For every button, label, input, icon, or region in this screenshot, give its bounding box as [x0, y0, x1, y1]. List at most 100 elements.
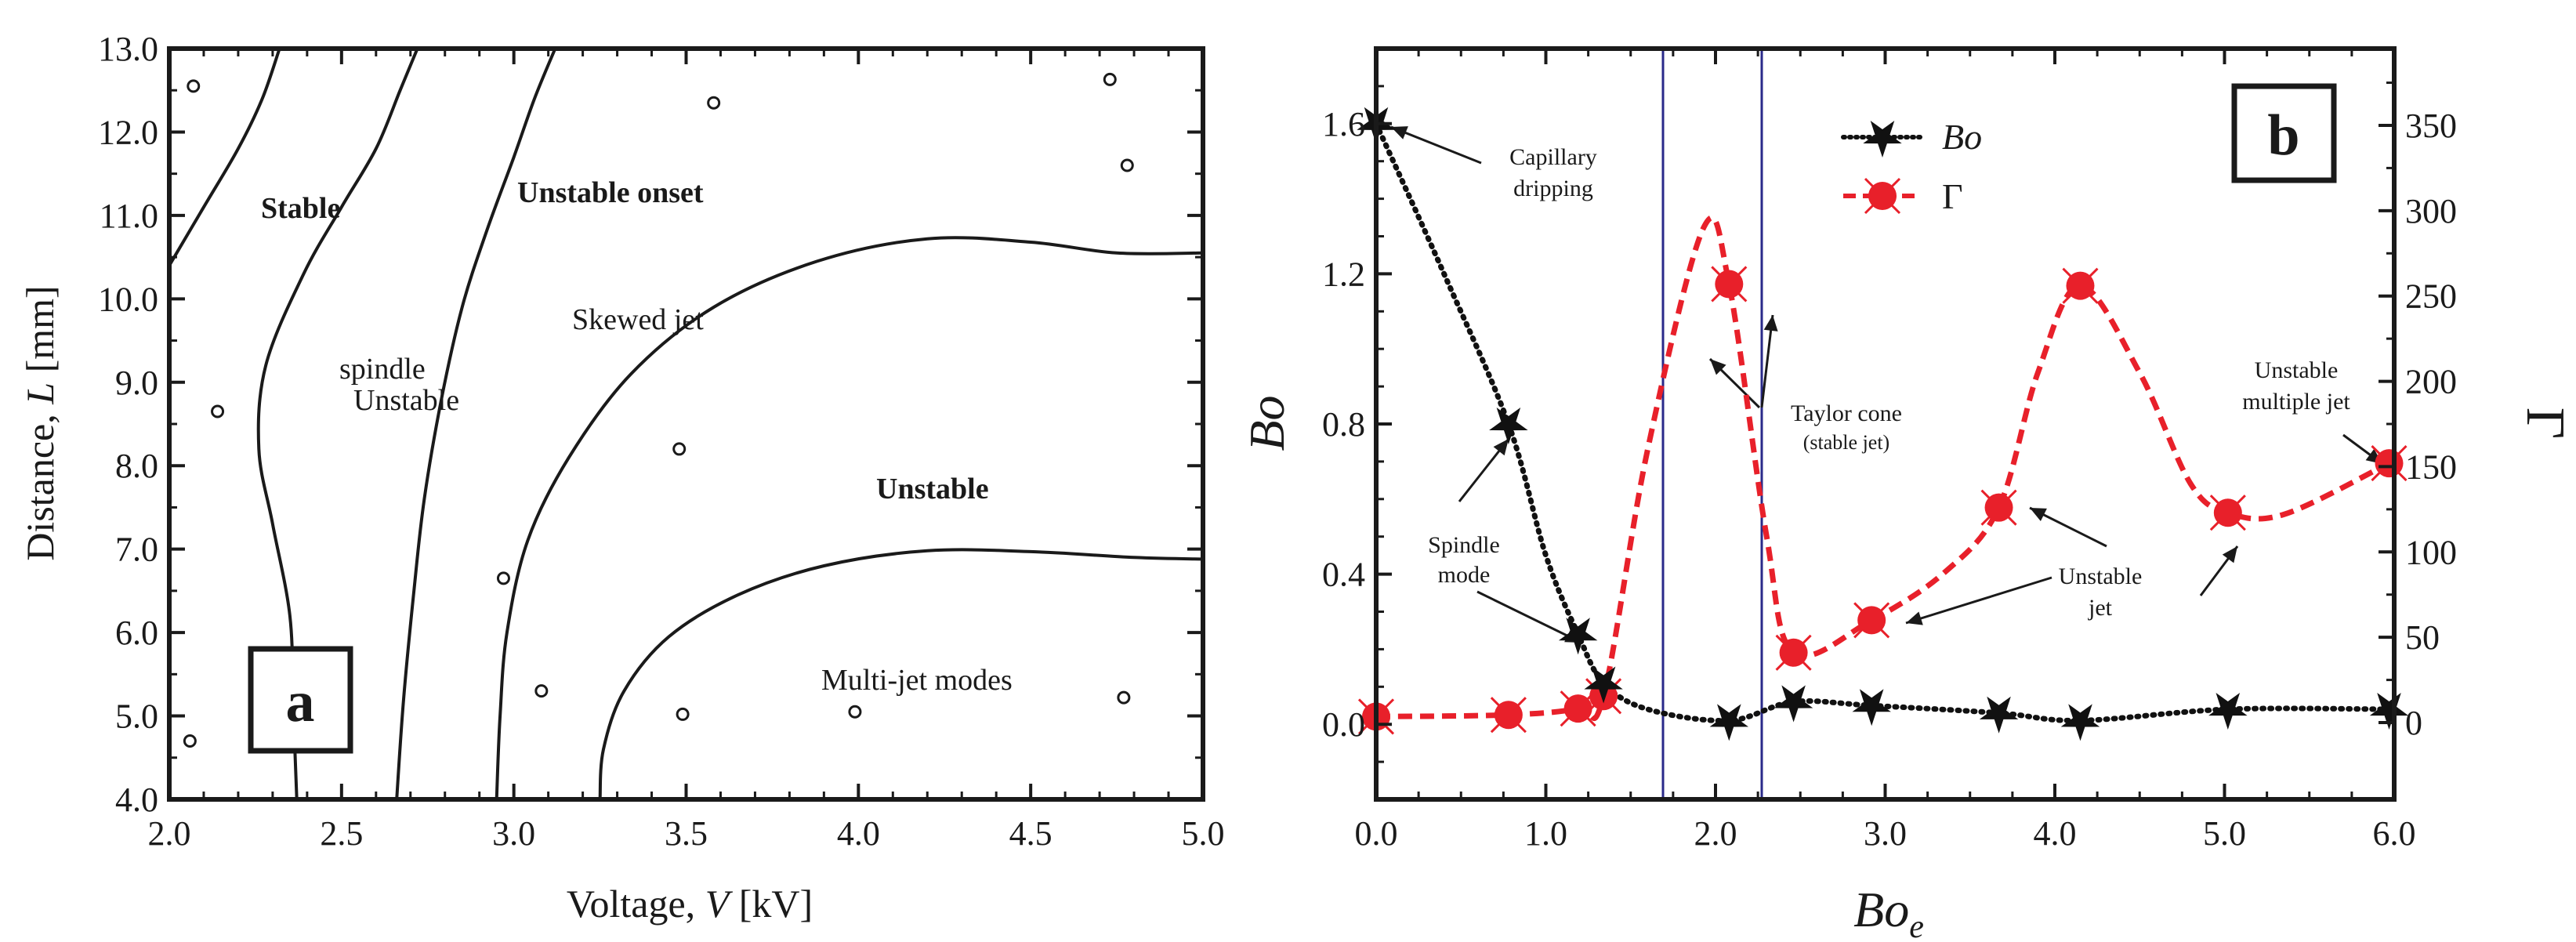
legend-markers — [1863, 121, 1902, 215]
annotation-unstable-multi-1: Unstable — [2255, 357, 2339, 383]
arrowhead — [2222, 546, 2237, 563]
panel-b-y-label-right: Γ — [2515, 408, 2575, 439]
y-tick-label: 8.0 — [115, 447, 158, 485]
b-x-tick-label: 6.0 — [2373, 814, 2416, 853]
annotation-unstable-jet-2: jet — [2088, 595, 2113, 621]
x-tick-label: 3.0 — [492, 814, 535, 853]
b-y-right-tick-label: 250 — [2405, 277, 2457, 316]
legend-gamma-label: Γ — [1942, 176, 1963, 216]
arrow-capillary — [1390, 125, 1482, 165]
data-point — [211, 404, 225, 418]
b-x-tick-label: 1.0 — [1524, 814, 1567, 853]
arrowhead — [1906, 611, 1923, 625]
b-y-left-tick-label: 0.8 — [1322, 405, 1365, 444]
annotation-unstable-multi-2: multiple jet — [2242, 389, 2350, 415]
gamma-marker — [1711, 266, 1748, 303]
data-point — [496, 571, 510, 585]
region-label-multi-jet: Multi-jet modes — [821, 664, 1013, 697]
y-tick-label: 9.0 — [115, 364, 158, 402]
annotation-spindle-2: mode — [1438, 562, 1491, 588]
panel-b-legend: Bo Γ — [1841, 117, 1982, 216]
y-tick-label: 7.0 — [115, 531, 158, 569]
panel-a: 2.0 2.5 3.0 3.5 4.0 4.5 5.0 4.0 5.0 6.0 7.0 8.0 9.0 1… — [18, 30, 1225, 926]
bo-marker — [1709, 704, 1748, 741]
y-tick-label: 11.0 — [100, 197, 158, 235]
gamma-marker — [2209, 495, 2246, 531]
boundary-curve-unstable-boundary — [598, 548, 1204, 800]
y-tick-label: 13.0 — [98, 30, 158, 68]
bo-marker — [1489, 408, 1528, 444]
arrow-unstable-jet-left — [1905, 576, 2052, 625]
y-tick-label: 5.0 — [115, 697, 158, 736]
data-point — [1103, 72, 1117, 86]
b-x-tick-label: 5.0 — [2203, 814, 2246, 853]
arrowhead — [1493, 439, 1509, 456]
gamma-marker — [1560, 690, 1596, 727]
b-y-right-tick-label: 50 — [2405, 618, 2440, 657]
panel-b-frame — [1374, 46, 2397, 802]
x-tick-label: 4.0 — [837, 814, 880, 853]
b-y-left-tick-label: 1.6 — [1322, 105, 1365, 143]
b-y-right-tick-label: 350 — [2405, 107, 2457, 145]
panel-b-x-label: Boe — [1853, 882, 1924, 942]
x-tick-label: 2.0 — [148, 814, 191, 853]
gamma-marker — [2062, 267, 2099, 304]
panel-b-series — [1357, 107, 2409, 741]
bo-series-line — [1373, 121, 2392, 724]
bo-marker — [1773, 685, 1813, 723]
panel-a-letter: a — [286, 670, 315, 734]
y-tick-label: 12.0 — [98, 113, 158, 151]
annotation-taylor-2: (stable jet) — [1803, 431, 1889, 454]
data-point — [672, 442, 687, 456]
data-point — [1120, 158, 1134, 172]
b-y-left-tick-label: 0.4 — [1322, 556, 1365, 594]
panel-b-letter: b — [2267, 103, 2299, 168]
y-tick-label: 6.0 — [115, 614, 158, 652]
data-point — [183, 734, 197, 748]
panel-a-letter-box — [248, 646, 353, 754]
b-y-right-tick-label: 100 — [2405, 533, 2457, 571]
bo-marker — [2208, 693, 2248, 730]
boundary-curve-stable-boundary — [168, 48, 281, 266]
bo-marker — [1558, 618, 1598, 655]
panel-a-data-points — [183, 72, 1134, 748]
annotation-spindle-1: Spindle — [1428, 532, 1500, 558]
arrowhead — [2030, 508, 2047, 521]
annotation-capillary-1: Capillary — [1509, 144, 1597, 170]
b-y-left-tick-label: 1.2 — [1322, 255, 1365, 293]
x-tick-label: 3.5 — [665, 814, 708, 853]
annotation-unstable-jet-1: Unstable — [2059, 563, 2143, 589]
gamma-marker — [1775, 634, 1812, 671]
data-point — [707, 96, 721, 110]
x-tick-label: 2.5 — [320, 814, 363, 853]
data-point — [1117, 690, 1131, 705]
bo-marker — [2060, 704, 2100, 741]
y-tick-label: 10.0 — [98, 280, 158, 318]
legend-bo-marker — [1863, 121, 1902, 158]
data-point — [848, 705, 862, 719]
b-y-left-tick-label: 0.0 — [1322, 705, 1365, 744]
b-x-tick-label: 0.0 — [1355, 814, 1398, 853]
legend-gamma-marker — [1864, 177, 1901, 215]
gamma-marker — [2371, 445, 2408, 482]
gamma-marker — [1490, 697, 1527, 734]
region-label-unstable-spindle-1: spindle — [339, 353, 426, 386]
gamma-series-line — [1375, 215, 2391, 721]
data-point — [676, 707, 690, 721]
boundary-curve-skewed-boundary — [495, 236, 1204, 800]
boundary-curve-onset-boundary — [395, 48, 557, 800]
b-y-right-tick-label: 200 — [2405, 363, 2457, 401]
bo-marker — [2369, 693, 2409, 730]
arrow-spindle-right — [1476, 590, 1582, 644]
region-label-unstable-onset: Unstable onset — [517, 176, 704, 209]
bo-marker — [1852, 689, 1891, 726]
data-point — [187, 79, 201, 93]
region-label-unstable: Unstable — [876, 473, 989, 505]
b-y-right-tick-label: 300 — [2405, 192, 2457, 230]
region-label-unstable-spindle-2: Unstable — [353, 384, 459, 417]
bo-marker — [1979, 696, 2019, 734]
panel-a-x-label: Voltage, V [kV] — [567, 882, 813, 926]
bo-marker — [1584, 666, 1623, 704]
gamma-marker — [1853, 602, 1890, 639]
